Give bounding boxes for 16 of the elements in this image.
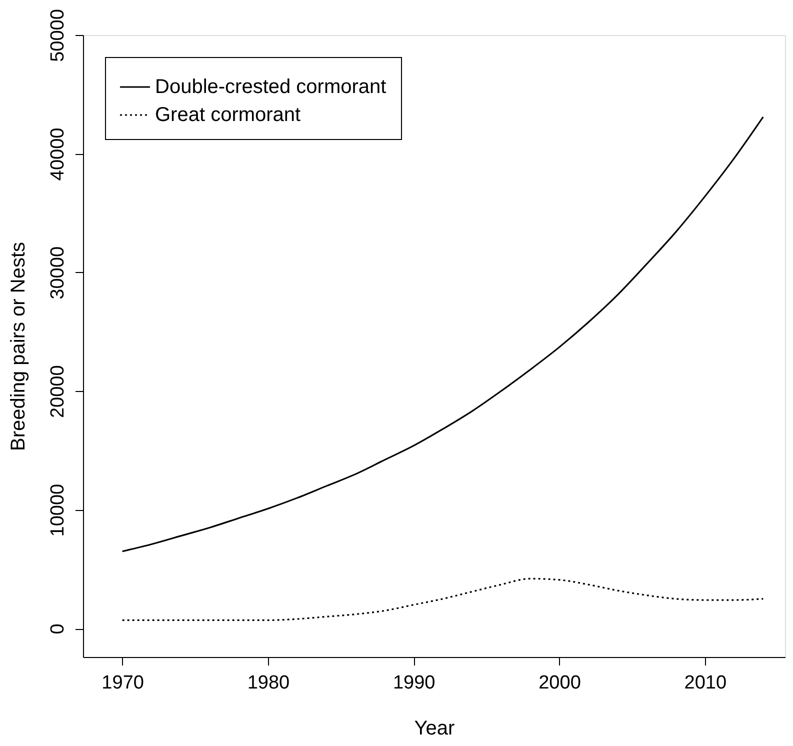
line-series: [122, 578, 764, 621]
x-tick-label: 1990: [392, 672, 436, 694]
x-axis-title: Year: [414, 718, 456, 740]
x-tick-label: 1970: [102, 672, 144, 694]
y-tick-label: 20000: [48, 365, 68, 418]
legend-label: Double-crested cormorant: [155, 76, 387, 98]
y-tick-label: 0: [48, 624, 68, 634]
y-tick-label: 50000: [48, 9, 68, 62]
legend-label: Great cormorant: [155, 104, 302, 126]
x-tick-label: 1980: [247, 672, 290, 694]
y-tick-label: 30000: [48, 246, 68, 300]
y-tick-label: 10000: [48, 484, 68, 537]
x-tick-label: 2010: [684, 672, 727, 694]
x-tick-label: 2000: [538, 672, 581, 694]
y-axis-title: Breeding pairs or Nests: [8, 242, 30, 451]
y-tick-label: 40000: [48, 128, 68, 181]
